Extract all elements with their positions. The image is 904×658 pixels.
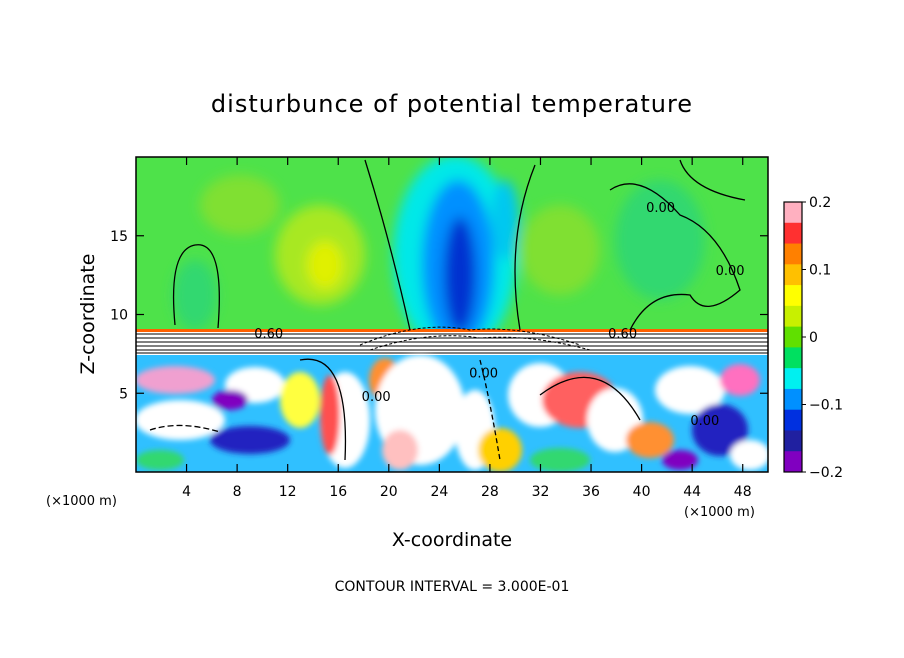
colorbar-segment [784, 451, 802, 473]
contour-interval-note: CONTOUR INTERVAL = 3.000E-01 [335, 579, 570, 595]
colorbar-segment [784, 368, 802, 390]
warm-blob-top [200, 175, 280, 235]
x-tick-label: 36 [582, 484, 600, 500]
colorbar-segment [784, 222, 802, 245]
cool-blob-right [615, 180, 705, 300]
x-tick-label: 20 [380, 484, 398, 500]
contour-value-label: 0.60 [254, 327, 283, 342]
contour-value-label: 0.00 [690, 414, 719, 429]
colorbar-segment [784, 409, 802, 431]
contour-plume-right [514, 164, 536, 331]
field-contours [149, 159, 746, 461]
x-tick-label: 32 [532, 484, 550, 500]
x-tick-label: 16 [329, 484, 347, 500]
colorbar-tick-label: 0.2 [809, 195, 831, 211]
colorbar-segment [784, 285, 802, 307]
warm-blob-mid [520, 205, 600, 295]
cold-plume-side [491, 180, 519, 260]
colorbar-tick-label: −0.1 [809, 398, 843, 414]
x-tick-label: 48 [734, 484, 752, 500]
x-unit-left: (×1000 m) [46, 494, 117, 509]
x-unit-right: (×1000 m) [684, 505, 755, 520]
colorbar-segment [784, 202, 802, 224]
colorbar-segment [784, 243, 802, 265]
contour-right-top [679, 159, 746, 201]
colorbar-tick-label: 0.1 [809, 263, 831, 279]
inversion-strip [136, 329, 768, 332]
chart-title: disturbunce of potential temperature [211, 90, 693, 118]
lower-field-blobs [136, 355, 768, 472]
y-axis: 5 10 15 [110, 229, 768, 402]
y-axis-label: Z-coordinate [77, 254, 99, 375]
contour-labels: 0.60 0.60 0.00 0.00 0.00 0.00 0.00 [254, 201, 744, 429]
contour-right [609, 183, 741, 331]
y-tick-label: 15 [110, 229, 128, 245]
contour-value-label: 0.00 [469, 367, 498, 382]
colorbar-segment [784, 305, 802, 328]
colorbar-segment [784, 326, 802, 348]
contour-low-dashed [149, 424, 221, 433]
colorbar-segment [784, 264, 802, 286]
x-tick-label: 12 [279, 484, 297, 500]
colorbar [783, 201, 803, 473]
cold-plume-core [444, 217, 476, 333]
temperature-field: 0.60 0.60 0.00 0.00 0.00 0.00 0.00 [136, 157, 768, 472]
x-axis: 4 8 12 16 20 24 28 32 36 40 44 48 [182, 157, 752, 500]
x-tick-label: 24 [430, 484, 448, 500]
x-axis-label: X-coordinate [392, 529, 512, 551]
contour-low-1 [299, 358, 347, 461]
upper-field-blobs [173, 157, 705, 355]
x-tick-label: 8 [233, 484, 242, 500]
inversion-band [136, 332, 768, 355]
colorbar-segment [784, 430, 802, 452]
contour-value-label: 0.00 [362, 390, 391, 405]
x-tick-label: 28 [481, 484, 499, 500]
contour-left-loop [172, 244, 220, 329]
x-tick-label: 44 [683, 484, 701, 500]
y-tick-label: 5 [119, 386, 128, 402]
contour-plume-left [364, 159, 411, 331]
inversion-contours [136, 326, 768, 354]
contour-value-label: 0.00 [716, 264, 745, 279]
colorbar-ticks: 0.2 0.1 0 −0.1 −0.2 [802, 195, 843, 481]
colorbar-tick-label: 0 [809, 330, 818, 346]
colorbar-segment [784, 347, 802, 369]
contour-value-label: 0.00 [646, 201, 675, 216]
x-tick-label: 4 [182, 484, 191, 500]
y-tick-label: 10 [110, 308, 128, 324]
contour-low-3 [479, 359, 501, 461]
cool-blob-left [173, 260, 217, 330]
contour-value-label: 0.60 [608, 327, 637, 342]
contour-low-2 [539, 376, 641, 421]
colorbar-segment [784, 388, 802, 411]
warm-core-left [307, 241, 343, 289]
colorbar-tick-label: −0.2 [809, 465, 843, 481]
x-tick-label: 40 [633, 484, 651, 500]
